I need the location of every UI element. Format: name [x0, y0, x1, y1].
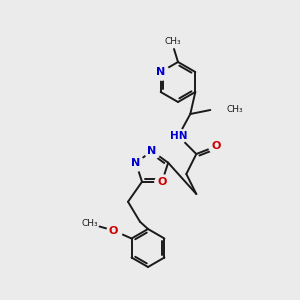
Text: CH₃: CH₃ — [165, 38, 181, 46]
Text: N: N — [147, 146, 157, 156]
Text: O: O — [212, 141, 221, 151]
Text: CH₃: CH₃ — [81, 219, 98, 228]
Text: HN: HN — [169, 131, 187, 141]
Text: O: O — [157, 177, 167, 187]
Text: O: O — [109, 226, 118, 236]
Text: N: N — [131, 158, 140, 168]
Text: CH₃: CH₃ — [226, 106, 243, 115]
Text: N: N — [156, 67, 165, 77]
